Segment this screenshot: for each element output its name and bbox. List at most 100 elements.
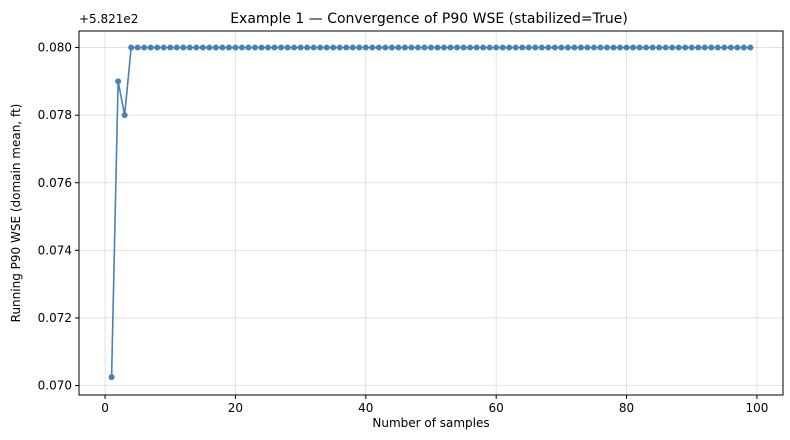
data-point (297, 44, 304, 51)
data-point (382, 44, 389, 51)
data-point (584, 44, 591, 51)
x-tick-label: 20 (228, 401, 243, 415)
data-point (212, 44, 219, 51)
data-point (245, 44, 252, 51)
data-point (532, 44, 539, 51)
data-point (682, 44, 689, 51)
data-point (493, 44, 500, 51)
data-point (408, 44, 415, 51)
data-point (401, 44, 408, 51)
data-point (225, 44, 232, 51)
data-point (467, 44, 474, 51)
data-point (421, 44, 428, 51)
data-point (356, 44, 363, 51)
plot-frame (78, 30, 784, 396)
data-point (506, 44, 513, 51)
y-tick-label: 0.070 (38, 379, 72, 393)
data-point (486, 44, 493, 51)
data-point (414, 44, 421, 51)
data-point (649, 44, 656, 51)
y-tick-label: 0.078 (38, 108, 72, 122)
data-point (154, 44, 161, 51)
data-point (330, 44, 337, 51)
x-axis: 0 20 40 60 80 100 (101, 395, 768, 415)
x-tick-label: 40 (358, 401, 373, 415)
data-point (167, 44, 174, 51)
data-point (473, 44, 480, 51)
data-point (173, 44, 180, 51)
data-point (480, 44, 487, 51)
data-point (675, 44, 682, 51)
data-point (180, 44, 187, 51)
data-point (740, 44, 747, 51)
y-tick-label: 0.076 (38, 176, 72, 190)
data-point (597, 44, 604, 51)
data-point (219, 44, 226, 51)
data-point (688, 44, 695, 51)
y-tick-label: 0.080 (38, 41, 72, 55)
data-point (656, 44, 663, 51)
x-tick-label: 80 (619, 401, 634, 415)
data-point (551, 44, 558, 51)
data-point (265, 44, 272, 51)
data-point (734, 44, 741, 51)
data-point (278, 44, 285, 51)
data-point (643, 44, 650, 51)
x-tick-label: 0 (101, 401, 109, 415)
y-axis: 0.070 0.072 0.074 0.076 0.078 0.080 (38, 41, 79, 393)
data-point (454, 44, 461, 51)
data-point (590, 44, 597, 51)
data-point (186, 44, 193, 51)
data-point (636, 44, 643, 51)
data-point (317, 44, 324, 51)
data-point (199, 44, 206, 51)
series-line (110, 46, 751, 378)
data-point (369, 44, 376, 51)
data-point (134, 44, 141, 51)
data-point (258, 44, 265, 51)
data-point (128, 44, 135, 51)
series-layer (108, 44, 754, 381)
data-point (310, 44, 317, 51)
data-point (343, 44, 350, 51)
data-point (441, 44, 448, 51)
data-point (695, 44, 702, 51)
data-point (662, 44, 669, 51)
data-point (564, 44, 571, 51)
y-offset-label: +5.821e2 (79, 12, 138, 26)
data-point (558, 44, 565, 51)
data-point (375, 44, 382, 51)
data-point (577, 44, 584, 51)
data-point (714, 44, 721, 51)
data-point (160, 44, 167, 51)
data-point (708, 44, 715, 51)
data-point (499, 44, 506, 51)
data-point (323, 44, 330, 51)
data-point (121, 112, 128, 119)
data-point (571, 44, 578, 51)
data-point (115, 78, 122, 85)
data-point (271, 44, 278, 51)
chart-title: Example 1 — Convergence of P90 WSE (stab… (230, 11, 628, 27)
data-point (669, 44, 676, 51)
grid-lines (79, 31, 783, 395)
data-point (193, 44, 200, 51)
data-point (701, 44, 708, 51)
y-tick-label: 0.072 (38, 311, 72, 325)
y-axis-label: Running P90 WSE (domain mean, ft) (9, 104, 23, 323)
data-point (545, 44, 552, 51)
data-point (447, 44, 454, 51)
data-point (284, 44, 291, 51)
data-point (460, 44, 467, 51)
data-point (362, 44, 369, 51)
y-tick-label: 0.074 (38, 243, 72, 257)
x-tick-label: 60 (489, 401, 504, 415)
data-point (630, 44, 637, 51)
data-point (388, 44, 395, 51)
data-point (147, 44, 154, 51)
data-point (434, 44, 441, 51)
data-point (141, 44, 148, 51)
data-point (232, 44, 239, 51)
data-point (747, 44, 754, 51)
